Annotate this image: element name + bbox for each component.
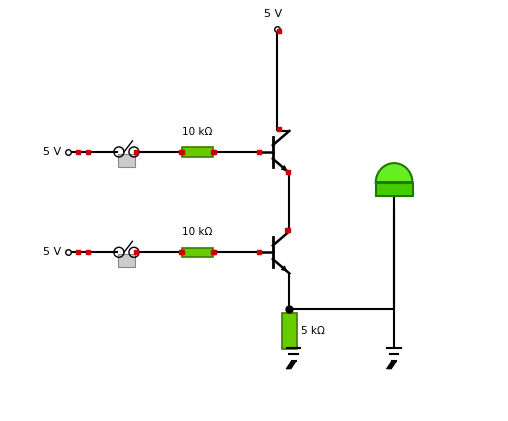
FancyBboxPatch shape bbox=[118, 154, 135, 167]
FancyBboxPatch shape bbox=[282, 313, 297, 349]
FancyBboxPatch shape bbox=[182, 147, 213, 157]
Polygon shape bbox=[376, 163, 412, 183]
Text: 5 V: 5 V bbox=[44, 147, 61, 157]
Polygon shape bbox=[376, 183, 412, 197]
Text: 5 kΩ: 5 kΩ bbox=[301, 326, 325, 336]
Text: 10 kΩ: 10 kΩ bbox=[182, 227, 213, 237]
FancyBboxPatch shape bbox=[182, 248, 213, 257]
FancyBboxPatch shape bbox=[118, 254, 135, 267]
Text: 5 V: 5 V bbox=[264, 9, 282, 19]
Text: 5 V: 5 V bbox=[44, 247, 61, 257]
Text: 10 kΩ: 10 kΩ bbox=[182, 127, 213, 137]
